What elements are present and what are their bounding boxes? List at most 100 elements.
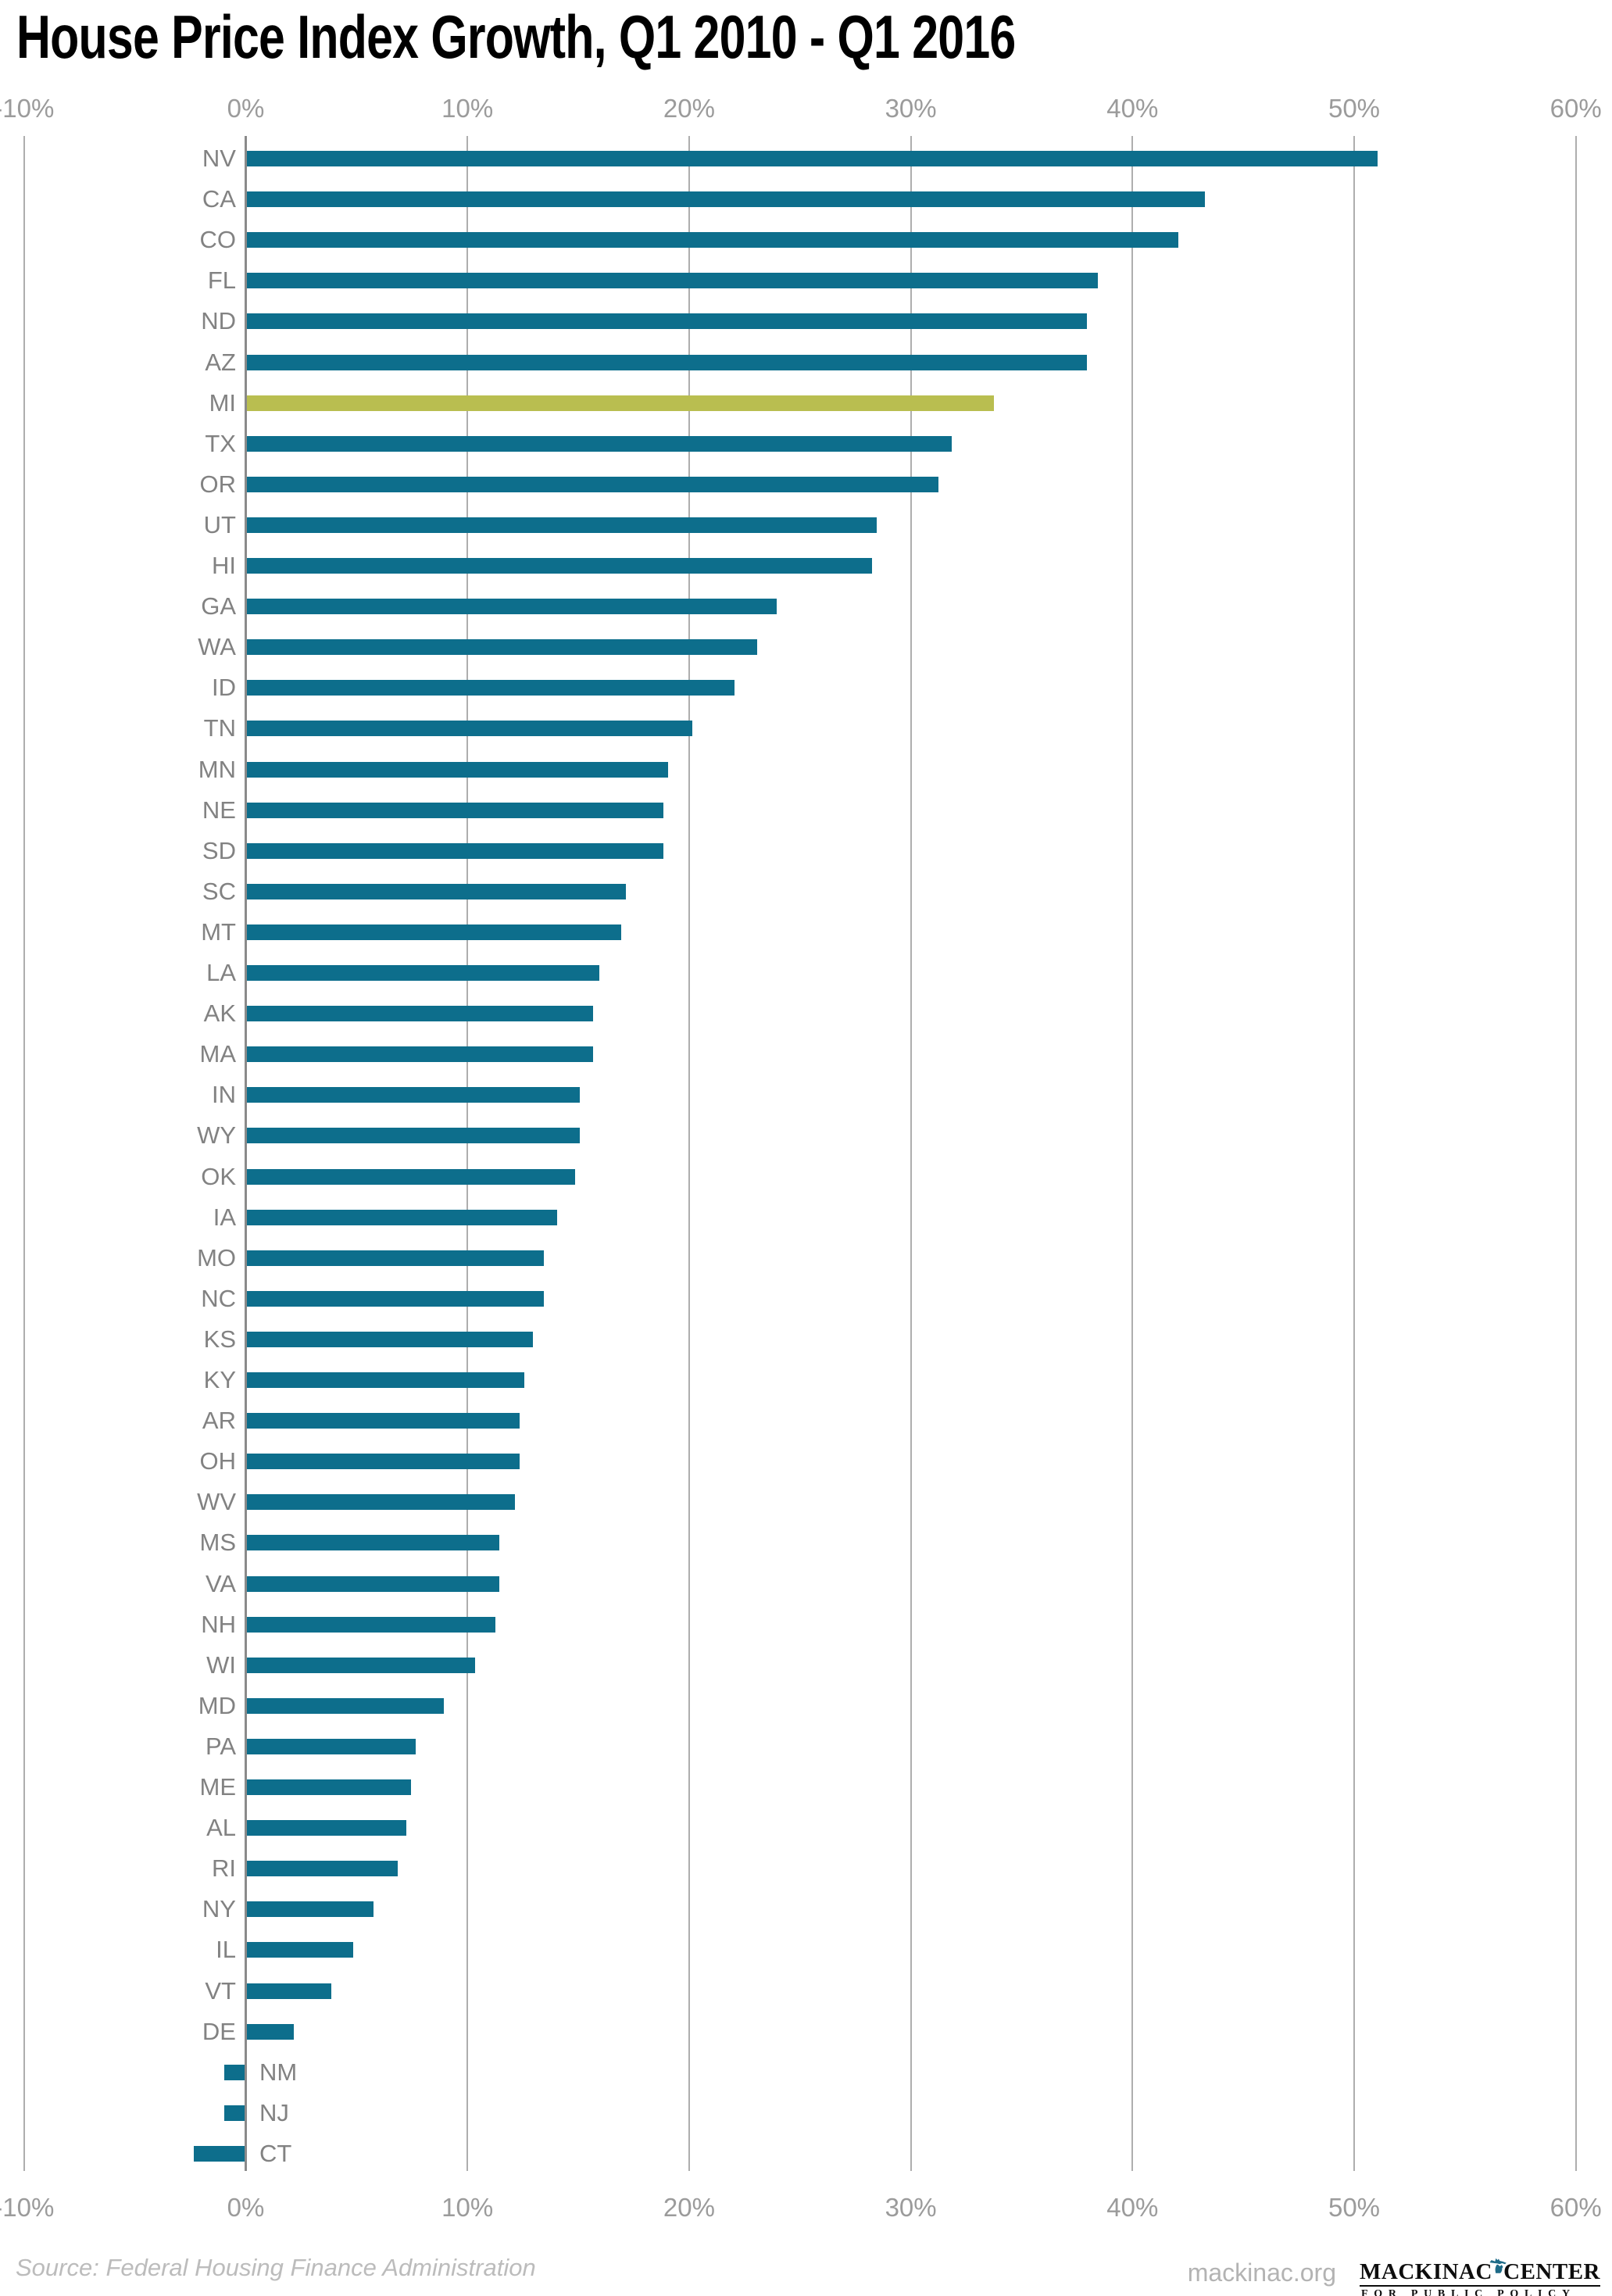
bar-NV [247,151,1378,166]
bar-LA [247,965,600,981]
gridline-20% [688,136,690,2171]
michigan-state-icon [1489,2258,1507,2273]
state-label-PA: PA [205,1732,236,1760]
bar-ID [247,680,735,696]
bar-KY [247,1372,524,1388]
bar-VT [247,1983,331,1999]
bar-RI [247,1861,398,1877]
x-tick-label-top-50%: 50% [1328,94,1381,123]
bar-SD [247,842,664,859]
x-tick-label-top-10%: 10% [441,94,494,123]
bar-IA [247,1209,558,1225]
state-label-OR: OR [199,470,237,498]
state-label-IN: IN [212,1081,236,1109]
bar-TX [247,435,953,452]
bar-MS [247,1535,500,1551]
state-label-NM: NM [259,2058,298,2086]
bar-IN [247,1087,580,1103]
gridline-60% [1574,136,1577,2171]
logo-text-center: CENTER [1503,2259,1600,2284]
state-label-AZ: AZ [205,348,236,376]
state-label-TX: TX [205,429,236,457]
state-label-WI: WI [206,1650,236,1679]
state-label-MT: MT [201,917,236,946]
bar-CT [193,2145,245,2162]
x-tick-label-bottom-0%: 0% [227,2193,265,2222]
bar-GA [247,599,777,615]
bar-NM [224,2064,245,2080]
x-tick-label-top-40%: 40% [1106,94,1159,123]
website-url: mackinac.org [1187,2258,1336,2287]
state-label-IA: IA [213,1203,236,1231]
bar-IL [247,1942,354,1958]
state-label-DE: DE [202,2017,236,2045]
state-label-ND: ND [201,307,236,335]
state-label-ID: ID [212,674,236,702]
state-label-UT: UT [203,510,236,538]
bar-SC [247,883,627,899]
zero-axis-line [245,136,247,2171]
gridline-30% [910,136,912,2171]
gridline-50% [1353,136,1355,2171]
state-label-NE: NE [202,796,236,824]
bar-MI [247,395,995,411]
bar-NJ [224,2105,245,2121]
bar-AR [247,1413,520,1429]
bar-ME [247,1779,411,1795]
x-tick-label-bottom-20%: 20% [663,2193,715,2222]
state-label-CA: CA [202,185,236,213]
bar-NH [247,1616,495,1633]
bar-HI [247,558,873,574]
x-tick-label-top--10%: -10% [0,94,55,123]
bar-AK [247,1006,593,1022]
logo-tagline: FOR PUBLIC POLICY [1361,2288,1576,2296]
x-tick-label-top-30%: 30% [885,94,937,123]
bar-OR [247,476,939,492]
state-label-MD: MD [198,1691,236,1719]
bar-MA [247,1046,593,1063]
state-label-AK: AK [203,1000,236,1028]
state-label-WY: WY [197,1121,236,1150]
bar-MT [247,924,622,940]
state-label-ME: ME [199,1773,237,1801]
x-tick-label-bottom-50%: 50% [1328,2193,1381,2222]
gridline-10% [466,136,469,2171]
gridline-40% [1131,136,1134,2171]
gridline--10% [23,136,25,2171]
bar-OH [247,1454,520,1470]
bar-DE [247,2023,294,2040]
bar-TN [247,721,693,737]
state-label-WV: WV [197,1488,236,1516]
bar-NE [247,802,664,818]
state-label-NY: NY [202,1895,236,1923]
state-label-WA: WA [198,633,236,661]
state-label-NC: NC [201,1284,236,1312]
state-label-VA: VA [205,1569,236,1597]
bar-AZ [247,354,1088,370]
state-label-NV: NV [202,145,236,172]
logo-text-mackinac: MACKINAC [1360,2259,1492,2284]
x-tick-label-top-20%: 20% [663,94,715,123]
state-label-RI: RI [212,1854,236,1883]
state-label-KY: KY [203,1366,236,1393]
logo-divider [1360,2285,1600,2287]
x-tick-label-bottom-10%: 10% [441,2193,494,2222]
bar-FL [247,273,1099,289]
state-label-MA: MA [199,1040,237,1068]
bar-UT [247,517,877,533]
bar-WA [247,639,757,656]
bar-KS [247,1331,533,1347]
x-tick-label-bottom-60%: 60% [1549,2193,1602,2222]
state-label-OK: OK [201,1162,236,1190]
bar-AL [247,1820,407,1836]
state-label-CO: CO [199,226,237,254]
chart-title: House Price Index Growth, Q1 2010 - Q1 2… [16,2,1016,71]
source-note: Source: Federal Housing Finance Administ… [16,2254,536,2281]
bar-MD [247,1697,445,1714]
state-label-AR: AR [202,1407,236,1435]
state-label-AL: AL [206,1814,236,1842]
x-tick-label-bottom-40%: 40% [1106,2193,1159,2222]
bar-CA [247,191,1205,208]
